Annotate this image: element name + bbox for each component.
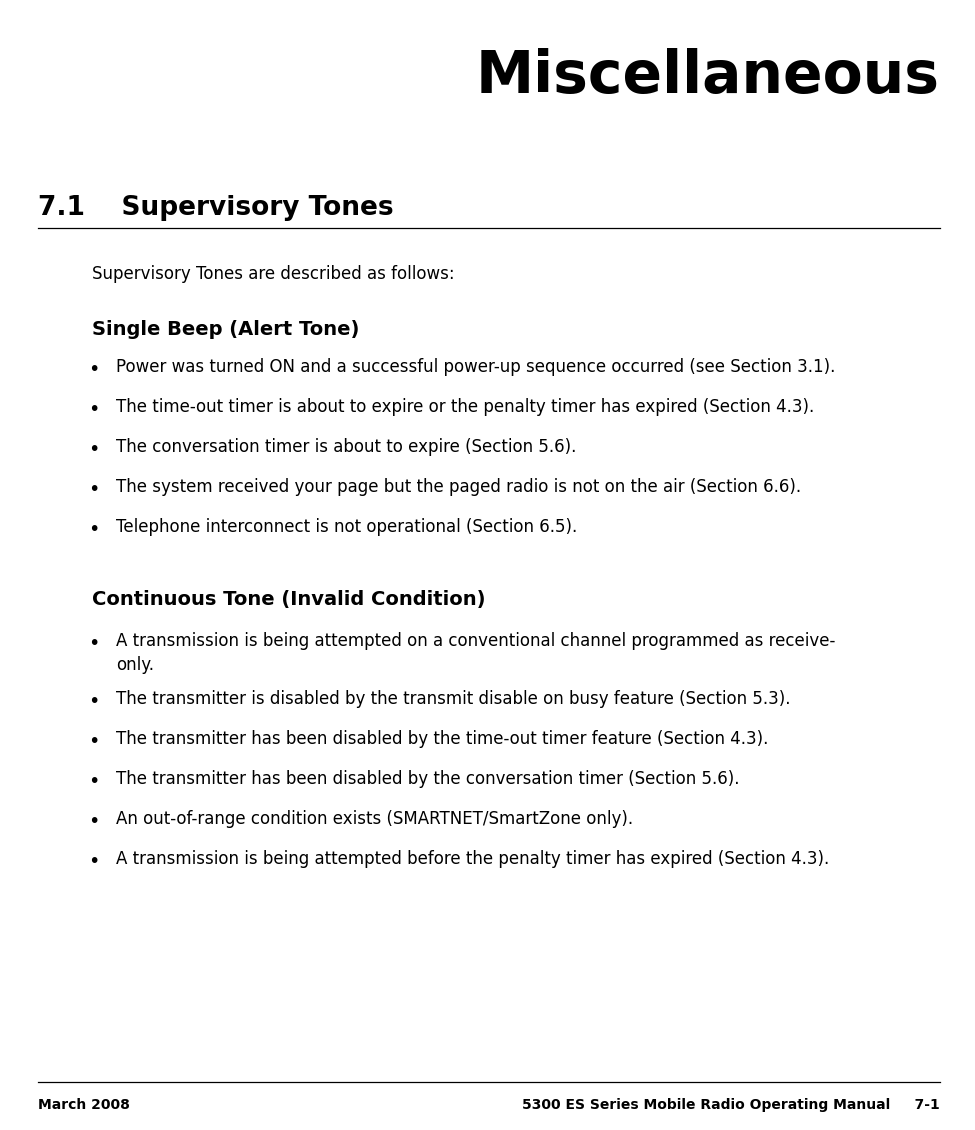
Text: Miscellaneous: Miscellaneous: [476, 47, 940, 105]
Text: Telephone interconnect is not operational (Section 6.5).: Telephone interconnect is not operationa…: [116, 518, 577, 536]
Text: The transmitter has been disabled by the time-out timer feature (Section 4.3).: The transmitter has been disabled by the…: [116, 730, 768, 748]
Text: •: •: [88, 812, 99, 831]
Text: •: •: [88, 634, 99, 653]
Text: •: •: [88, 732, 99, 751]
Text: •: •: [88, 400, 99, 419]
Text: The system received your page but the paged radio is not on the air (Section 6.6: The system received your page but the pa…: [116, 478, 801, 496]
Text: •: •: [88, 360, 99, 379]
Text: •: •: [88, 852, 99, 871]
Text: The conversation timer is about to expire (Section 5.6).: The conversation timer is about to expir…: [116, 438, 576, 457]
Text: Single Beep (Alert Tone): Single Beep (Alert Tone): [92, 320, 360, 339]
Text: •: •: [88, 520, 99, 539]
Text: Power was turned ON and a successful power-up sequence occurred (see Section 3.1: Power was turned ON and a successful pow…: [116, 358, 836, 376]
Text: •: •: [88, 440, 99, 459]
Text: March 2008: March 2008: [38, 1098, 130, 1112]
Text: •: •: [88, 692, 99, 711]
Text: •: •: [88, 772, 99, 791]
Text: Supervisory Tones are described as follows:: Supervisory Tones are described as follo…: [92, 266, 454, 282]
Text: A transmission is being attempted on a conventional channel programmed as receiv: A transmission is being attempted on a c…: [116, 632, 836, 673]
Text: Continuous Tone (Invalid Condition): Continuous Tone (Invalid Condition): [92, 590, 486, 609]
Text: An out-of-range condition exists (SMARTNET/SmartZone only).: An out-of-range condition exists (SMARTN…: [116, 810, 633, 828]
Text: The transmitter has been disabled by the conversation timer (Section 5.6).: The transmitter has been disabled by the…: [116, 770, 739, 788]
Text: •: •: [88, 480, 99, 499]
Text: The transmitter is disabled by the transmit disable on busy feature (Section 5.3: The transmitter is disabled by the trans…: [116, 690, 791, 709]
Text: 5300 ES Series Mobile Radio Operating Manual     7-1: 5300 ES Series Mobile Radio Operating Ma…: [523, 1098, 940, 1112]
Text: A transmission is being attempted before the penalty timer has expired (Section : A transmission is being attempted before…: [116, 850, 830, 868]
Text: 7.1    Supervisory Tones: 7.1 Supervisory Tones: [38, 195, 394, 221]
Text: The time-out timer is about to expire or the penalty timer has expired (Section : The time-out timer is about to expire or…: [116, 398, 814, 416]
